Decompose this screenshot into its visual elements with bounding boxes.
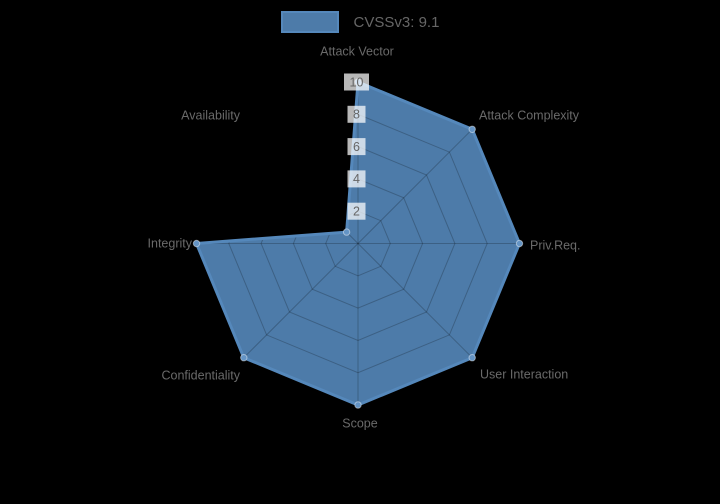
tick-backdrop — [347, 105, 366, 123]
grid-ring — [260, 146, 456, 341]
axis-spoke — [357, 128, 473, 244]
axis-label-confidentiality: Confidentiality — [161, 368, 240, 382]
tick-backdrop — [344, 73, 369, 91]
data-point — [354, 401, 362, 409]
axis-label-attack-complexity: Attack Complexity — [479, 108, 580, 122]
data-point — [468, 125, 476, 134]
tick-label: 6 — [353, 140, 360, 154]
tick-label: 8 — [353, 108, 360, 122]
grid-ring — [292, 178, 424, 309]
axis-label-integrity: Integrity — [148, 236, 193, 250]
data-point — [342, 228, 351, 236]
tick-backdrop — [347, 170, 366, 188]
grid-ring — [228, 113, 488, 374]
axis-label-user-interaction: User Interaction — [480, 367, 568, 381]
chart-legend[interactable]: CVSSv3: 9.1 — [0, 11, 720, 33]
axis-label-attack-vector: Attack Vector — [320, 44, 394, 58]
axis-spoke — [243, 128, 359, 244]
data-point — [240, 354, 248, 362]
grid-ring — [325, 210, 391, 277]
series-area — [196, 82, 520, 405]
tick-label: 4 — [353, 172, 360, 186]
tick-label: 2 — [353, 205, 360, 219]
data-point — [192, 239, 201, 248]
data-point — [515, 239, 524, 248]
tick-backdrop — [347, 138, 366, 156]
axis-spoke — [357, 243, 473, 359]
axis-label-scope: Scope — [342, 416, 377, 430]
axis-label-priv-req: Priv.Req. — [530, 238, 580, 252]
legend-label: CVSSv3: 9.1 — [353, 13, 440, 31]
data-point — [468, 354, 476, 362]
axis-spoke — [243, 243, 359, 359]
axis-label-availability: Availability — [181, 108, 241, 122]
tick-label: 10 — [350, 75, 364, 89]
legend-swatch — [280, 11, 339, 33]
tick-backdrop — [347, 202, 366, 220]
